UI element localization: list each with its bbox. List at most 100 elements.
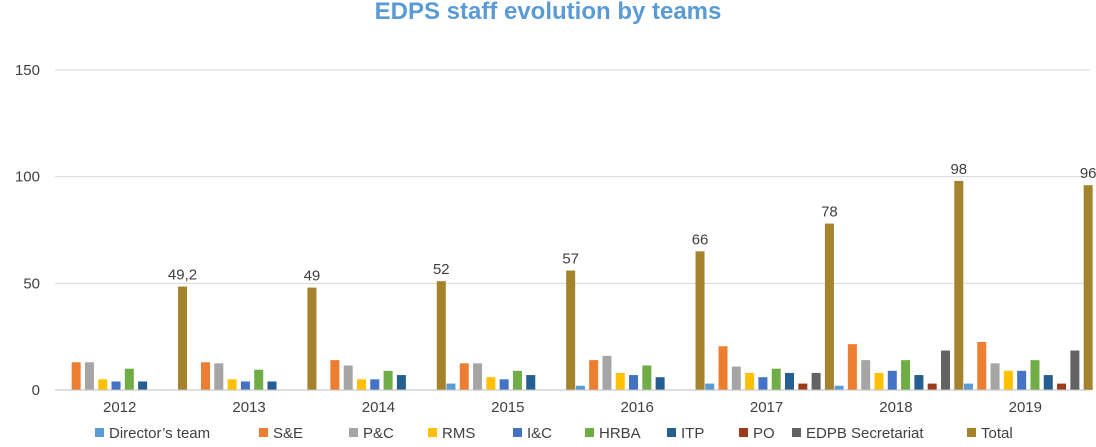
x-tick-label-2013: 2013 [232,399,265,416]
bar-s-e-2017 [718,346,728,390]
bar-rms-2019 [1003,370,1013,390]
bar-p-c-2017 [731,366,741,390]
legend-label: EDPB Secretariat [806,425,924,442]
x-tick-label-2018: 2018 [879,399,912,416]
data-label-total-2019: 96 [1080,165,1096,182]
legend-swatch [95,428,104,437]
data-label-total-2015: 57 [562,251,579,268]
bar-itp-2013 [267,381,277,390]
legend-item-edpb-secretariat: EDPB Secretariat [792,425,924,442]
bar-p-c-2013 [214,363,224,390]
bar-rms-2013 [227,379,237,390]
x-tick-label-2016: 2016 [621,399,654,416]
bar-director-s-team-2015 [446,383,456,390]
bar-rms-2014 [356,379,366,390]
data-label-total-2016: 66 [692,231,709,248]
bar-rms-2015 [486,377,496,390]
legend-item-s-e: S&E [259,425,303,442]
bar-edpb-secretariat-2018 [940,350,950,390]
bar-director-s-team-2016 [575,385,585,390]
legend-item-p-c: P&C [349,425,394,442]
bar-p-c-2019 [990,363,1000,390]
bar-total-2016 [695,251,705,390]
bar-itp-2017 [785,372,795,390]
legend-swatch [585,428,594,437]
legend-label: Director’s team [109,425,210,442]
bar-i-c-2019 [1017,370,1027,390]
legend-item-itp: ITP [667,425,704,442]
legend-item-po: PO [739,425,775,442]
bar-hrba-2014 [383,370,393,390]
bar-edpb-secretariat-2019 [1070,350,1080,390]
y-tick-label: 0 [32,382,40,399]
bar-total-2012 [178,286,188,390]
bar-p-c-2016 [602,355,612,390]
bar-director-s-team-2018 [834,385,844,390]
bar-s-e-2015 [459,363,469,390]
bar-itp-2018 [914,375,924,390]
bar-total-2014 [436,281,446,390]
data-label-total-2017: 78 [821,204,838,221]
bar-i-c-2014 [370,379,380,390]
bar-s-e-2012 [71,362,81,390]
legend-swatch [667,428,676,437]
bar-hrba-2015 [512,370,522,390]
bar-itp-2015 [526,375,536,390]
legend-swatch [967,428,976,437]
bar-s-e-2014 [330,360,340,390]
legend-item-director-s-team: Director’s team [95,425,210,442]
bar-po-2017 [798,383,808,390]
bar-director-s-team-2017 [705,383,715,390]
bar-s-e-2019 [977,342,987,390]
bar-rms-2012 [98,379,108,390]
y-tick-label: 50 [23,275,40,292]
bar-total-2019 [1083,185,1093,390]
bar-i-c-2017 [758,377,768,390]
x-tick-label-2019: 2019 [1009,399,1042,416]
legend-label: RMS [442,425,475,442]
bar-rms-2018 [874,372,884,390]
bar-itp-2016 [655,377,665,390]
legend-item-total: Total [967,425,1013,442]
legend-item-i-c: I&C [513,425,552,442]
bar-hrba-2017 [771,368,781,390]
legend-label: I&C [527,425,552,442]
legend-swatch [428,428,437,437]
legend-item-rms: RMS [428,425,475,442]
y-tick-label: 100 [15,169,40,186]
bar-director-s-team-2019 [963,383,973,390]
x-tick-label-2012: 2012 [103,399,136,416]
bar-edpb-secretariat-2017 [811,372,821,390]
bar-i-c-2018 [887,370,897,390]
bar-po-2018 [927,383,937,390]
legend-swatch [739,428,748,437]
bar-total-2013 [307,287,317,390]
legend-label: ITP [681,425,704,442]
bar-hrba-2012 [124,368,134,390]
bar-p-c-2012 [84,362,94,390]
legend-label: PO [753,425,775,442]
x-tick-label-2014: 2014 [362,399,395,416]
bar-i-c-2012 [111,381,121,390]
legend-swatch [259,428,268,437]
legend-label: HRBA [599,425,641,442]
bar-rms-2016 [615,372,625,390]
bar-s-e-2013 [201,362,211,390]
bar-hrba-2016 [642,365,652,390]
bar-p-c-2014 [343,365,353,390]
bar-p-c-2018 [861,360,871,390]
legend-label: S&E [273,425,303,442]
bar-itp-2012 [138,381,148,390]
x-tick-label-2015: 2015 [491,399,524,416]
bar-hrba-2019 [1030,360,1040,390]
legend-swatch [792,428,801,437]
bar-i-c-2015 [499,379,509,390]
bar-i-c-2013 [240,381,250,390]
data-label-total-2014: 52 [433,261,450,278]
bar-s-e-2016 [589,360,599,390]
bar-itp-2019 [1043,375,1053,390]
bar-total-2018 [954,180,964,390]
data-label-total-2013: 49 [304,268,321,285]
